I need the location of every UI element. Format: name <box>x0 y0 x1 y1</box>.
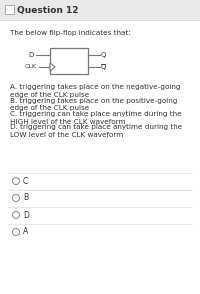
Text: C. triggering can take place anytime during the
HIGH level of the CLK waveform: C. triggering can take place anytime dur… <box>10 111 182 124</box>
Circle shape <box>12 228 20 235</box>
Text: Q: Q <box>101 52 106 58</box>
Text: D. triggering can take place anytime during the
LOW level of the CLK waveform: D. triggering can take place anytime dur… <box>10 124 182 138</box>
Text: CLK: CLK <box>25 64 37 69</box>
Bar <box>5 5 14 14</box>
Text: C: C <box>23 176 28 186</box>
Text: Q: Q <box>101 64 106 70</box>
Polygon shape <box>50 63 55 71</box>
Text: D: D <box>29 52 34 58</box>
Text: B. triggering takes place on the positive-going
edge of the CLK pulse: B. triggering takes place on the positiv… <box>10 98 177 111</box>
Bar <box>50 48 88 74</box>
Circle shape <box>12 195 20 201</box>
Text: Question 12: Question 12 <box>17 6 78 16</box>
Text: D: D <box>23 211 29 220</box>
Text: The below flip-flop indicates that:: The below flip-flop indicates that: <box>10 30 131 36</box>
Text: B: B <box>23 193 28 203</box>
Text: A. triggering takes place on the negative-going
edge of the CLK pulse: A. triggering takes place on the negativ… <box>10 84 180 98</box>
Circle shape <box>12 178 20 185</box>
Bar <box>0 0 200 20</box>
Circle shape <box>12 211 20 218</box>
Text: A: A <box>23 228 28 236</box>
